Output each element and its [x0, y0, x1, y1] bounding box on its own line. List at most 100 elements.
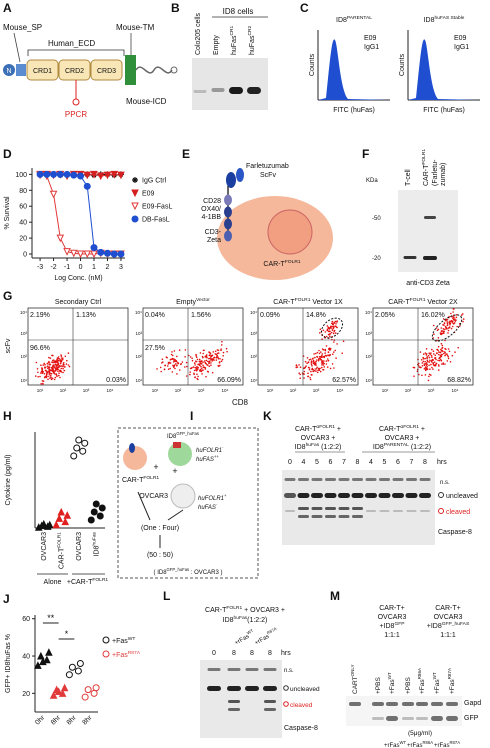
flow-dot [44, 366, 46, 369]
text-span: huFOLR1 [196, 448, 222, 454]
flow-dot [44, 369, 47, 372]
flow-dot [51, 359, 54, 362]
flow-dot [445, 348, 447, 351]
flow-dot [220, 348, 222, 350]
flow-dot [205, 375, 207, 378]
flow-dot [438, 357, 441, 360]
flow-dot [164, 364, 166, 367]
flow-dot [322, 329, 325, 332]
flow-dot [40, 364, 42, 367]
flow-dot [451, 354, 454, 357]
flow-dot [44, 363, 46, 366]
legend-label: +FasR87A [112, 650, 141, 659]
flow-dot [194, 364, 196, 366]
panel-label: H [3, 409, 12, 423]
legend-marker [102, 650, 110, 658]
label: 62.57% [332, 377, 356, 384]
text-span: CAR-T [273, 299, 295, 306]
flow-dot [185, 361, 188, 364]
flow-dot [200, 363, 202, 365]
label: zumab) [440, 163, 447, 186]
flow-dot [329, 335, 331, 338]
data-point [96, 512, 104, 520]
text-span: FOLR1 [143, 475, 159, 481]
flow-dot [438, 359, 441, 362]
label: KDa [366, 178, 378, 184]
flow-dot [333, 331, 335, 333]
scfv [236, 168, 244, 182]
text-span: ID8 [295, 444, 306, 451]
flow-dot [425, 362, 428, 364]
label: 8 [423, 459, 427, 466]
flow-plot [372, 307, 474, 386]
text-span: huFas [306, 442, 320, 448]
flow-dot [322, 368, 324, 371]
label: 27.5% [145, 345, 165, 352]
flow-dot [426, 360, 429, 363]
histogram [318, 39, 390, 100]
flow-dot [432, 368, 434, 370]
text-span: +Fas [389, 679, 396, 694]
label: 10⁴ [452, 388, 459, 393]
blot-band [406, 510, 417, 512]
data-point [90, 170, 98, 179]
flow-dot [185, 375, 188, 377]
axis-title: Cytokine (pg/ml) [5, 455, 12, 506]
flow-dot [210, 355, 213, 358]
label: n.s. [440, 480, 450, 486]
legend-marker [102, 636, 110, 644]
flow-dot [439, 351, 441, 354]
text-span: (1:2:2) [319, 444, 341, 451]
label: Caspase-8 [438, 529, 472, 536]
data-point [81, 439, 89, 447]
flow-dot [186, 365, 188, 368]
flow-dot [167, 368, 170, 371]
data-point [84, 686, 92, 694]
flow-dot [62, 357, 64, 360]
data-point [65, 671, 73, 679]
x-tick-label: -3 [37, 264, 43, 271]
blot-band [424, 216, 436, 219]
label: N [6, 68, 11, 75]
crd-domain [26, 59, 59, 81]
flow-dot [332, 332, 335, 335]
blot-band [228, 700, 240, 703]
label: CAR-TαFOLR1 + [295, 424, 341, 433]
flow-dot [320, 356, 322, 358]
flow-dot [319, 370, 322, 373]
label: 10¹ [152, 388, 159, 393]
blot-band [324, 493, 337, 498]
flow-dot [211, 358, 214, 360]
flow-dot [424, 369, 427, 372]
x-tick-label: -2 [50, 264, 56, 271]
flow-dot [195, 369, 197, 371]
data-point [69, 249, 78, 258]
blot-band [229, 87, 243, 94]
label: ID8PARENTAL (1:2:2) [373, 442, 431, 451]
blot [346, 696, 462, 726]
flow-dot [455, 314, 458, 316]
flow-dot [437, 369, 440, 371]
text-span: PARENTAL [347, 15, 372, 21]
flow-dot [166, 365, 169, 367]
blot-band [446, 716, 458, 721]
flow-dot [54, 363, 56, 366]
label: 10² [290, 388, 297, 393]
text-span: CAR-T [423, 164, 430, 186]
label: uncleaved [446, 493, 478, 500]
flow-dot [163, 368, 166, 371]
label: 1:1:1 [440, 632, 456, 639]
flow-dot [318, 357, 320, 360]
flow-dot [450, 327, 453, 330]
flow-dot [299, 366, 302, 369]
flow-dot [325, 360, 328, 362]
flow-dot [198, 360, 201, 363]
text-span: CAR-T [388, 299, 410, 306]
flow-dot [432, 324, 435, 327]
label: E09 [454, 35, 467, 42]
flow-dot [441, 344, 444, 347]
flow-dot [336, 343, 338, 345]
flow-dot [311, 365, 313, 367]
blot-band [245, 686, 259, 691]
flow-dot [199, 364, 201, 367]
